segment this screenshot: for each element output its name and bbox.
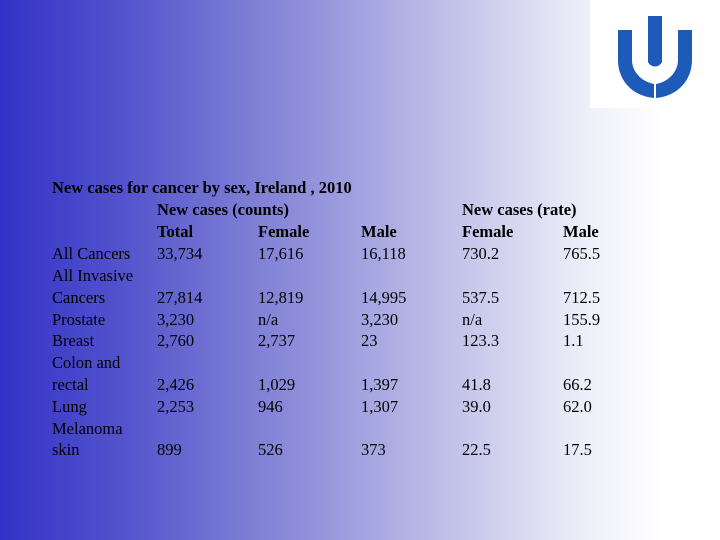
column-header-female-counts: Female: [258, 222, 310, 241]
row-label-line: Melanoma: [52, 419, 123, 438]
table-cell: 16,118: [361, 244, 406, 263]
column-header-female-rate: Female: [462, 222, 514, 241]
table-cell: 123.3: [462, 331, 500, 350]
table-cell: 765.5: [563, 244, 601, 263]
table-cell: n/a: [258, 310, 279, 329]
logo-icon: [618, 16, 692, 98]
row-label-line: Prostate: [52, 310, 106, 329]
table-cell: 526: [258, 440, 283, 459]
table-cell: 17.5: [563, 440, 592, 459]
table-cell: 27,814: [157, 288, 203, 307]
row-label-line: skin: [52, 440, 80, 459]
table-cell: 2,253: [157, 397, 195, 416]
table-cell: 1.1: [563, 331, 584, 350]
table-cell: 1,029: [258, 375, 296, 394]
table-cell: 730.2: [462, 244, 500, 263]
row-label-line: Cancers: [52, 288, 106, 307]
table-cell: 537.5: [462, 288, 500, 307]
row-label-line: Breast: [52, 331, 95, 350]
table-cell: 12,819: [258, 288, 304, 307]
table-cell: 946: [258, 397, 283, 416]
table-cell: 2,737: [258, 331, 296, 350]
table-cell: 66.2: [563, 375, 592, 394]
table-cell: 3,230: [361, 310, 399, 329]
rate-group-header: New cases (rate): [462, 200, 577, 219]
column-header-male-counts: Male: [361, 222, 397, 241]
table-cell: 14,995: [361, 288, 407, 307]
row-label-line: rectal: [52, 375, 89, 394]
row-label-line: All Cancers: [52, 244, 131, 263]
table-cell: 17,616: [258, 244, 304, 263]
table-cell: 899: [157, 440, 182, 459]
table-title: New cases for cancer by sex, Ireland , 2…: [52, 178, 352, 197]
table-cell: 22.5: [462, 440, 491, 459]
counts-group-header: New cases (counts): [157, 200, 289, 219]
table-cell: 712.5: [563, 288, 601, 307]
table-cell: 41.8: [462, 375, 491, 394]
row-label-line: All Invasive: [52, 266, 134, 285]
table-cell: 33,734: [157, 244, 203, 263]
table-cell: 3,230: [157, 310, 195, 329]
row-label-line: Lung: [52, 397, 87, 416]
table-cell: 1,397: [361, 375, 399, 394]
column-header-total: Total: [157, 222, 194, 241]
table-cell: 373: [361, 440, 386, 459]
table-cell: 2,760: [157, 331, 195, 350]
table-cell: 155.9: [563, 310, 601, 329]
row-label-line: Colon and: [52, 353, 121, 372]
table-cell: 62.0: [563, 397, 592, 416]
table-cell: 39.0: [462, 397, 491, 416]
table-cell: 1,307: [361, 397, 399, 416]
column-header-male-rate: Male: [563, 222, 599, 241]
table-cell: 2,426: [157, 375, 195, 394]
organization-logo: [590, 0, 720, 108]
table-cell: n/a: [462, 310, 483, 329]
table-cell: 23: [361, 331, 378, 350]
